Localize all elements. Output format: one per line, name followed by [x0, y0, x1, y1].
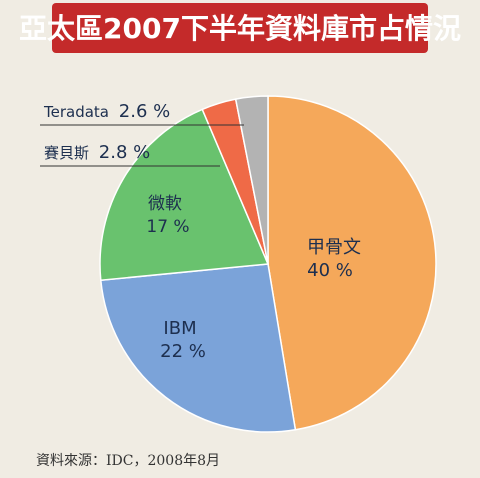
teradata-label: Teradata 2.6 %: [43, 101, 170, 122]
teradata-name: Teradata: [43, 103, 109, 121]
inside-labels: 甲骨文 40 % IBM 22 % 微軟 17 %: [146, 194, 361, 362]
slice-label-oracle-value: 40 %: [307, 260, 353, 281]
source-note: 資料來源：IDC，2008年8月: [36, 453, 220, 469]
outside-labels: Teradata 2.6 % 賽貝斯 2.8 %: [40, 101, 244, 167]
pie-slice-microsoft: [99, 108, 270, 282]
title-banner: 亞太區2007下半年資料庫市占情況: [19, 3, 461, 53]
teradata-value: 2.6 %: [119, 101, 170, 122]
slice-label-ibm-value: 22 %: [160, 341, 206, 362]
slice-label-oracle-name: 甲骨文: [307, 237, 361, 258]
chart-title: 亞太區2007下半年資料庫市占情況: [19, 12, 461, 45]
title-background: [52, 3, 428, 53]
pie-slices: [99, 95, 437, 433]
pie-slice-oracle: [267, 95, 437, 431]
slice-label-microsoft-name: 微軟: [148, 194, 182, 214]
pie-slice-ibm: [99, 263, 297, 433]
sybase-label: 賽貝斯 2.8 %: [44, 142, 150, 163]
slice-label-ibm-name: IBM: [163, 318, 196, 339]
slice-label-microsoft-value: 17 %: [146, 217, 189, 237]
sybase-value: 2.8 %: [99, 142, 150, 163]
pie-slice-teradata: [234, 95, 269, 265]
sybase-name: 賽貝斯: [44, 144, 89, 162]
